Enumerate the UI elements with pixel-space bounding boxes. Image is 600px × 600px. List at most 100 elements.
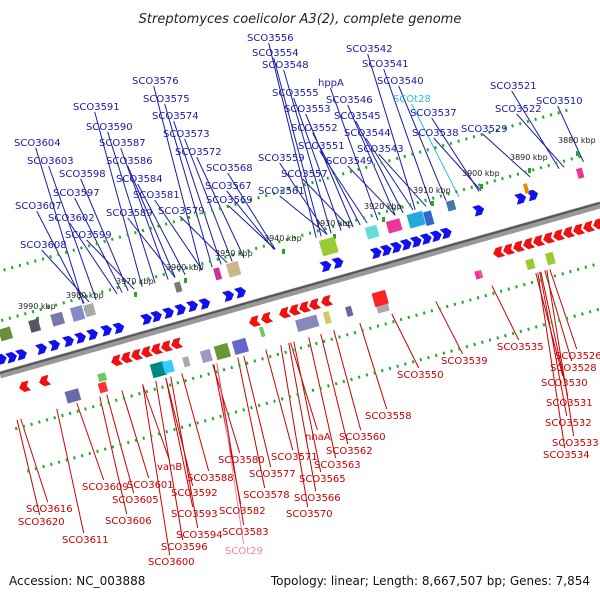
reverse-gene-arrow <box>583 220 596 233</box>
reverse-gene-arrow <box>39 374 52 387</box>
trna-label: SCOt28 <box>393 94 431 105</box>
leader-line <box>333 330 362 431</box>
reverse-gene-label: vanB <box>157 462 182 473</box>
leader-line <box>20 418 49 503</box>
leader-line <box>237 357 266 489</box>
leader-line <box>359 322 388 410</box>
forward-gene-arrow <box>48 339 60 352</box>
reverse-gene-label: nhaA <box>305 432 331 443</box>
gene-feature-box <box>406 210 426 229</box>
gene-feature-box <box>64 388 82 404</box>
leader-line <box>69 222 118 295</box>
reverse-gene-arrow <box>553 229 566 241</box>
reverse-gene-arrow <box>573 223 586 236</box>
reverse-gene-arrow <box>131 348 144 361</box>
forward-gene-label: SCO3602 <box>48 213 95 224</box>
reverse-gene-label: SCO3532 <box>545 418 592 429</box>
leader-line <box>329 87 379 221</box>
leader-line <box>94 111 143 288</box>
reverse-gene-arrow <box>121 351 134 364</box>
forward-gene-arrow <box>198 298 211 310</box>
forward-gene-label: SCO3529 <box>461 124 508 135</box>
gene-feature-box <box>97 381 109 394</box>
gene-feature-box <box>295 314 320 333</box>
forward-gene-arrow <box>162 307 174 319</box>
forward-gene-label: SCO3568 <box>206 163 253 174</box>
gene-feature-box <box>97 372 108 383</box>
forward-gene-label: SCO3575 <box>143 94 190 105</box>
leader-line <box>482 133 531 178</box>
reverse-gene-label: SCO3570 <box>286 509 333 520</box>
leader-line <box>433 137 482 192</box>
gene-feature-box <box>445 199 457 212</box>
forward-gene-label: SCO3559 <box>258 153 305 164</box>
scale-tick-mark <box>333 234 336 239</box>
scale-tick-mark <box>528 168 531 173</box>
reverse-gene-label: SCO3562 <box>326 446 373 457</box>
forward-gene-label: SCO3572 <box>175 147 222 158</box>
forward-gene-label: SCO3553 <box>284 104 331 115</box>
leader-line <box>99 396 128 515</box>
reverse-gene-label: SCO3594 <box>176 530 223 541</box>
reverse-gene-label: SCO3593 <box>171 509 218 520</box>
reverse-gene-label: SCO3580 <box>218 455 265 466</box>
leader-line <box>226 190 275 250</box>
reverse-gene-label: SCO3526 <box>555 351 600 362</box>
leader-line <box>127 217 176 278</box>
leader-line <box>367 53 416 210</box>
leader-line <box>212 364 241 454</box>
forward-gene-label: SCO3589 <box>106 208 153 219</box>
leader-line <box>137 183 186 275</box>
leader-line <box>76 402 105 481</box>
forward-gene-arrow <box>389 241 402 254</box>
forward-gene-label: SCO3537 <box>410 108 457 119</box>
forward-gene-arrow <box>369 247 382 260</box>
reverse-gene-arrow <box>523 237 536 250</box>
reverse-gene-label: SCO3620 <box>18 517 65 528</box>
reverse-gene-label: SCO3606 <box>105 516 152 527</box>
forward-gene-arrow <box>0 353 7 366</box>
leader-line <box>546 269 575 437</box>
gene-feature-box <box>364 224 380 240</box>
gene-feature-box <box>69 305 86 322</box>
leader-line <box>355 120 404 214</box>
forward-gene-label: SCO3561 <box>258 186 305 197</box>
reverse-gene-label: SCO3539 <box>441 356 488 367</box>
forward-gene-arrow <box>35 343 47 355</box>
forward-gene-arrow <box>186 300 198 313</box>
leader-line <box>80 178 129 292</box>
scale-tick-mark <box>382 217 385 222</box>
reverse-gene-arrow <box>19 380 32 393</box>
forward-gene-label: SCO3555 <box>272 88 319 99</box>
gene-feature-box <box>544 251 556 266</box>
leader-line <box>280 345 309 508</box>
reverse-gene-label: SCO3588 <box>187 473 234 484</box>
reverse-gene-label: SCO3601 <box>127 480 174 491</box>
reverse-gene-label: SCO3609 <box>82 482 129 493</box>
reverse-gene-label: SCO3528 <box>550 363 597 374</box>
forward-gene-label: SCO3552 <box>291 123 338 134</box>
reverse-gene-label: SCO3605 <box>112 495 159 506</box>
leader-line <box>155 380 184 541</box>
leader-line <box>107 131 156 284</box>
gene-feature-box <box>525 258 536 271</box>
reverse-gene-arrow <box>261 311 274 324</box>
leader-line <box>216 363 245 545</box>
trna-label: SCOt29 <box>225 546 263 557</box>
reverse-gene-label: SCO3558 <box>365 411 412 422</box>
gene-feature-box <box>522 183 530 194</box>
scale-tick-label: 3960 kbp <box>166 263 204 272</box>
reverse-gene-label: SCO3530 <box>541 378 588 389</box>
forward-gene-label: SCO3573 <box>163 129 210 140</box>
gene-feature-box <box>161 359 175 374</box>
forward-gene-arrow <box>15 349 27 361</box>
forward-gene-label: SCO3546 <box>326 95 373 106</box>
forward-gene-arrow <box>222 290 234 302</box>
forward-gene-label: SCO3591 <box>73 102 120 113</box>
leader-line <box>383 68 432 206</box>
leader-line <box>491 285 520 341</box>
forward-gene-label: SCO3545 <box>334 111 381 122</box>
reverse-gene-arrow <box>249 315 262 327</box>
scale-tick-label: 3980 kbp <box>66 291 104 300</box>
gene-feature-box <box>213 267 223 281</box>
